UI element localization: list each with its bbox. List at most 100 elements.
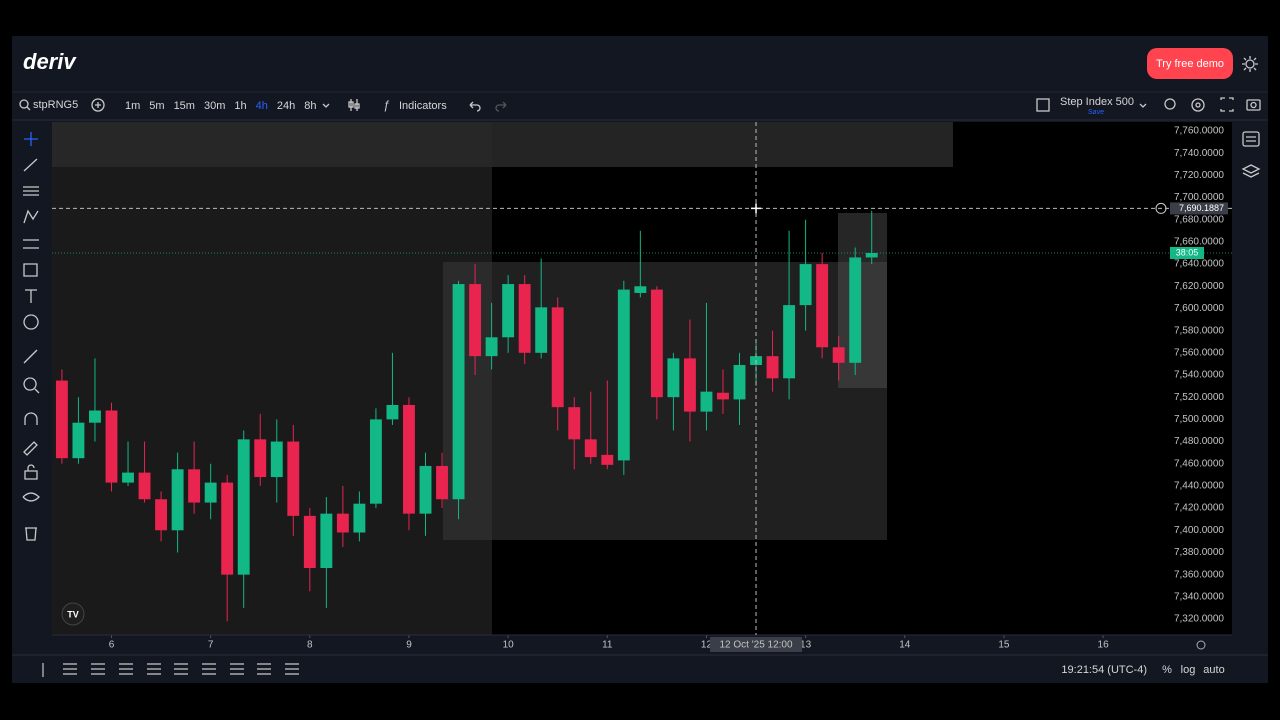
tool-icon[interactable] — [22, 492, 40, 502]
candle-body[interactable] — [733, 365, 746, 400]
candle-body[interactable] — [783, 305, 796, 379]
theme-toggle[interactable] — [1242, 56, 1258, 72]
log-toggle[interactable]: log — [1181, 664, 1196, 676]
candle-body[interactable] — [816, 264, 829, 348]
tool-icon[interactable] — [91, 663, 105, 675]
candle-body[interactable] — [72, 422, 85, 459]
candle-body[interactable] — [601, 454, 614, 465]
candle-body[interactable] — [89, 410, 101, 423]
candle-body[interactable] — [518, 284, 531, 353]
timeframe[interactable]: 8h — [304, 100, 316, 112]
candle-body[interactable] — [155, 499, 168, 531]
candle-body[interactable] — [419, 465, 432, 514]
tool-icon[interactable] — [23, 441, 38, 456]
candle-body[interactable] — [270, 441, 283, 478]
tool-icon[interactable] — [285, 663, 299, 675]
tool-icon[interactable] — [174, 663, 188, 675]
candle-body[interactable] — [303, 515, 316, 569]
demo-button-bg[interactable] — [1147, 48, 1233, 79]
candle-body[interactable] — [683, 358, 696, 412]
candle-body[interactable] — [617, 289, 630, 461]
tool-icon[interactable] — [23, 209, 39, 224]
candle-body[interactable] — [667, 358, 680, 398]
tool-icon[interactable] — [63, 663, 77, 675]
tool-icon[interactable] — [25, 527, 37, 541]
candle-body[interactable] — [502, 284, 515, 338]
candle-body[interactable] — [469, 284, 482, 357]
drawn-rectangle[interactable] — [52, 122, 953, 167]
tool-icon[interactable] — [23, 377, 40, 394]
market-checkbox[interactable] — [1036, 98, 1050, 112]
candle-body[interactable] — [171, 469, 184, 531]
market[interactable]: Step Index 500 — [1060, 96, 1134, 108]
logo[interactable]: deriv — [23, 49, 77, 74]
tool-icon[interactable] — [23, 263, 38, 277]
candle-body[interactable] — [832, 347, 845, 363]
fx-icon[interactable]: ƒ — [383, 98, 390, 112]
candle-body[interactable] — [221, 482, 234, 575]
candle-body[interactable] — [55, 380, 68, 459]
candle-body[interactable] — [138, 472, 151, 500]
tool-icon[interactable] — [24, 412, 38, 425]
candle-body[interactable] — [634, 286, 647, 293]
candle-body[interactable] — [204, 482, 217, 503]
market-sub[interactable]: Save — [1088, 109, 1104, 116]
candle-body[interactable] — [105, 410, 118, 483]
candle-body[interactable] — [799, 264, 812, 306]
timeframe-menu[interactable] — [322, 103, 330, 108]
timeframe[interactable]: 30m — [204, 100, 225, 112]
drawn-rectangle[interactable] — [838, 213, 887, 388]
timeframe[interactable]: 24h — [277, 100, 295, 112]
candle-body[interactable] — [188, 469, 201, 503]
drawn-rectangle[interactable] — [443, 262, 887, 540]
tool-icon[interactable] — [23, 314, 39, 330]
timeframe[interactable]: 1h — [234, 100, 246, 112]
add-symbol[interactable] — [91, 98, 105, 112]
tool-icon[interactable] — [23, 158, 38, 172]
tool-icon[interactable] — [25, 289, 37, 303]
axis-settings[interactable] — [1196, 640, 1206, 650]
right-icons[interactable] — [1241, 131, 1261, 178]
tool-icon[interactable] — [119, 663, 133, 675]
candle-body[interactable] — [353, 503, 366, 533]
candle-body[interactable] — [287, 441, 300, 516]
tool-icon[interactable] — [24, 464, 38, 480]
candle-body[interactable] — [436, 465, 448, 500]
candle-body[interactable] — [237, 439, 250, 575]
tool-icon[interactable] — [23, 239, 39, 249]
timeframe[interactable]: 15m — [174, 100, 195, 112]
candle-body[interactable] — [336, 513, 349, 533]
candle-body[interactable] — [254, 439, 267, 478]
candle-body[interactable] — [386, 404, 399, 420]
candle-body[interactable] — [551, 307, 564, 408]
add-alert[interactable] — [1155, 202, 1167, 214]
candle-body[interactable] — [122, 472, 134, 483]
timeframe[interactable]: 5m — [149, 100, 164, 112]
candle-body[interactable] — [650, 289, 663, 398]
timeframe[interactable]: 1m — [125, 100, 140, 112]
candle-body[interactable] — [485, 337, 498, 357]
candle-body[interactable] — [369, 419, 382, 504]
auto-toggle[interactable]: auto — [1203, 664, 1224, 676]
candle-body[interactable] — [320, 513, 333, 569]
search-icon[interactable] — [19, 99, 31, 111]
tool-icon[interactable] — [230, 663, 244, 675]
candle-body[interactable] — [568, 407, 581, 440]
market-menu[interactable] — [1139, 103, 1147, 108]
candle-body[interactable] — [717, 392, 729, 400]
timeframe[interactable]: 4h — [256, 100, 268, 112]
tool-icon[interactable] — [202, 663, 216, 675]
percent-toggle[interactable]: % — [1162, 664, 1172, 676]
tool-icon[interactable] — [23, 349, 38, 364]
candle-body[interactable] — [535, 307, 548, 353]
tool-icon[interactable] — [23, 186, 39, 196]
candle-body[interactable] — [584, 439, 597, 458]
tool-icon[interactable] — [147, 663, 161, 675]
candle-body[interactable] — [700, 391, 713, 412]
undo[interactable] — [469, 101, 481, 112]
indicators[interactable]: Indicators — [399, 100, 447, 112]
candle-body[interactable] — [865, 252, 878, 258]
candle-body[interactable] — [849, 257, 862, 363]
tool-icon[interactable] — [257, 663, 271, 675]
candle-body[interactable] — [452, 284, 465, 500]
